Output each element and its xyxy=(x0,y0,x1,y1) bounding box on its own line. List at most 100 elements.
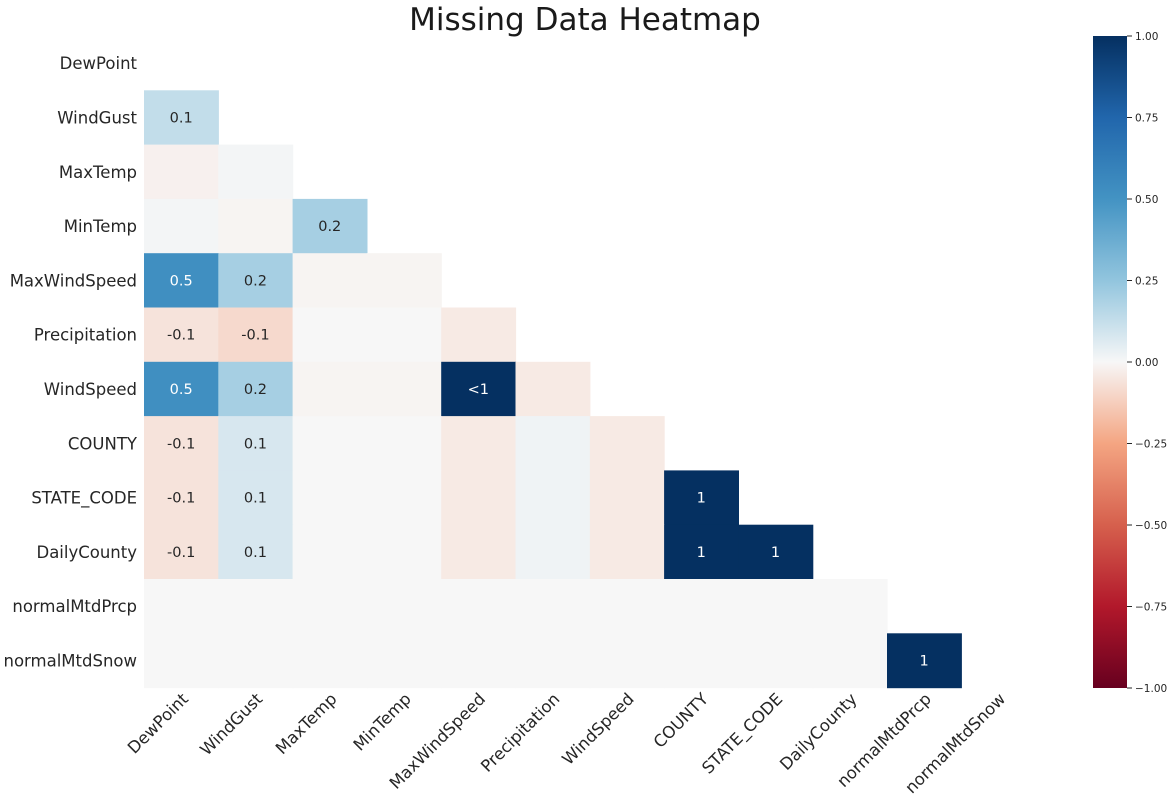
heatmap-cell xyxy=(144,253,219,309)
heatmap-cell xyxy=(366,524,442,580)
x-tick-label: WindGust xyxy=(196,689,266,759)
cell-value-label: -0.1 xyxy=(167,545,195,561)
colorbar: 1.00 0.75 0.50 0.25 0.00 −0.25 −0.50 −0.75 −1.00 xyxy=(1093,31,1167,695)
heatmap-cell xyxy=(515,416,591,471)
heatmap-cell xyxy=(366,361,442,417)
heatmap-cell xyxy=(144,579,219,634)
x-tick-label: DailyCounty xyxy=(776,689,861,774)
heatmap-cell xyxy=(218,253,294,309)
heatmap-cell xyxy=(441,524,517,580)
colorbar-tick-label: −0.25 xyxy=(1135,439,1167,451)
y-tick-label: DewPoint xyxy=(60,54,138,73)
x-axis-labels: DewPoint WindGust MaxTemp MinTempMaxWindSpe… xyxy=(124,689,1009,797)
y-tick-label: MaxWindSpeed xyxy=(10,271,137,290)
cell-value-label: <1 xyxy=(468,382,489,398)
heatmap-cell xyxy=(664,633,739,689)
cell-value-label: 0.1 xyxy=(244,491,267,507)
y-tick-label: WindGust xyxy=(57,108,137,127)
heatmap-cell xyxy=(218,524,294,580)
colorbar-tick-label: −1.00 xyxy=(1135,683,1167,695)
heatmap-cell xyxy=(366,633,442,689)
y-tick-label: Precipitation xyxy=(34,326,137,345)
heatmap-cell xyxy=(738,524,814,580)
heatmap-cell xyxy=(664,470,739,526)
y-tick-label: DailyCounty xyxy=(36,543,137,562)
cell-value-label: 0.1 xyxy=(170,110,193,126)
heatmap-cell xyxy=(515,470,591,526)
cell-value-label: 1 xyxy=(771,545,780,561)
heatmap-cell xyxy=(515,524,591,580)
heatmap-cell xyxy=(218,633,294,689)
colorbar-tick-label: 0.75 xyxy=(1135,113,1158,125)
heatmap-cell xyxy=(144,416,219,471)
y-tick-label: WindSpeed xyxy=(44,380,137,399)
heatmap-cell xyxy=(218,144,294,200)
cell-value-label: 1 xyxy=(697,545,706,561)
cell-value-label: 1 xyxy=(697,491,706,507)
x-tick-label: DewPoint xyxy=(124,689,192,757)
cell-value-label: 0.1 xyxy=(244,436,267,452)
heatmap-cell xyxy=(738,633,814,689)
cell-value-label: 0.2 xyxy=(318,219,341,235)
y-tick-label: MinTemp xyxy=(64,217,137,236)
cell-value-label: 0.2 xyxy=(244,273,267,289)
cell-value-label: 0.2 xyxy=(244,382,267,398)
heatmap-cell xyxy=(887,633,962,689)
heatmap-cell xyxy=(441,307,517,363)
heatmap-cell xyxy=(366,470,442,526)
heatmap-cell xyxy=(441,470,517,526)
y-tick-label: normalMtdSnow xyxy=(3,651,137,670)
heatmap-cell xyxy=(589,524,665,580)
heatmap-cell xyxy=(218,470,294,526)
heatmap-cell xyxy=(664,579,739,634)
cell-value-label: -0.1 xyxy=(167,491,195,507)
x-tick-label: MinTemp xyxy=(350,689,415,754)
heatmap-cell xyxy=(664,524,739,580)
heatmap-cell xyxy=(218,361,294,417)
heatmap-cell xyxy=(292,416,368,471)
cell-value-label: 1 xyxy=(920,653,929,669)
colorbar-tick-label: −0.50 xyxy=(1135,520,1167,532)
heatmap-cell xyxy=(589,633,665,689)
cell-value-label: 0.5 xyxy=(170,273,193,289)
heatmap-cell xyxy=(218,579,294,634)
heatmap-cell xyxy=(144,144,219,200)
cell-value-label: -0.1 xyxy=(167,436,195,452)
y-tick-label: STATE_CODE xyxy=(31,489,137,509)
heatmap-cell xyxy=(144,307,219,363)
heatmap-cell xyxy=(812,579,888,634)
heatmap-cell xyxy=(292,361,368,417)
heatmap-cell xyxy=(144,90,219,146)
heatmap-cell xyxy=(292,579,368,634)
heatmap-cell xyxy=(589,579,665,634)
heatmap-cell xyxy=(292,198,368,254)
heatmap-cell xyxy=(218,198,294,254)
heatmap-cell xyxy=(292,524,368,580)
heatmap-cell xyxy=(589,470,665,526)
heatmap-cell xyxy=(218,416,294,471)
colorbar-tick-label: 0.25 xyxy=(1135,276,1158,288)
heatmap-cell xyxy=(515,579,591,634)
heatmap-cell xyxy=(292,470,368,526)
heatmap-cell xyxy=(515,361,591,417)
colorbar-tick-label: 0.50 xyxy=(1135,194,1158,206)
y-tick-label: MaxTemp xyxy=(59,163,137,182)
colorbar-tick-label: 0.00 xyxy=(1135,357,1158,369)
x-tick-label: WindSpeed xyxy=(558,689,637,768)
heatmap-cell xyxy=(366,579,442,634)
x-tick-label: COUNTY xyxy=(650,689,713,752)
heatmap-cell xyxy=(218,307,294,363)
heatmap-cell xyxy=(441,579,517,634)
heatmap-cell xyxy=(144,470,219,526)
heatmap-cell xyxy=(441,416,517,471)
x-tick-label: MaxTemp xyxy=(272,689,341,758)
heatmap-cell xyxy=(441,361,517,417)
heatmap-cell xyxy=(292,633,368,689)
heatmap-cell xyxy=(589,416,665,471)
heatmap-cell xyxy=(366,307,442,363)
heatmap-cell xyxy=(515,633,591,689)
heatmap-cells: 0.1 0.2 0.5 0.2 -0.1 -0.1 0.5 0.2 <1 -0.1 0.1 -0.1 0… xyxy=(144,90,962,689)
cell-value-label: -0.1 xyxy=(241,328,269,344)
colorbar-gradient xyxy=(1093,36,1127,688)
